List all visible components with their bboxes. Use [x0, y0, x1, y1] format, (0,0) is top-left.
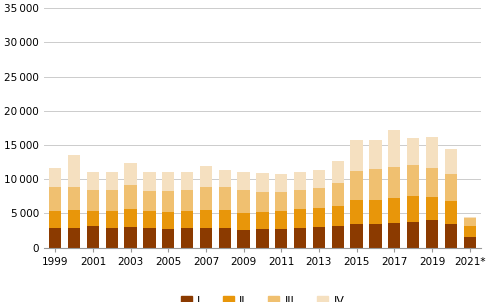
Bar	[445, 224, 457, 248]
Bar	[426, 137, 438, 168]
Bar	[87, 226, 99, 248]
Bar	[256, 191, 269, 212]
Bar	[106, 172, 118, 190]
Bar	[445, 149, 457, 174]
Bar	[200, 228, 212, 248]
Bar	[351, 224, 363, 248]
Bar	[464, 237, 476, 248]
Bar	[445, 174, 457, 201]
Bar	[407, 222, 419, 248]
Bar	[124, 163, 136, 185]
Bar	[275, 229, 287, 248]
Bar	[124, 209, 136, 227]
Bar	[106, 211, 118, 229]
Bar	[331, 162, 344, 183]
Bar	[218, 210, 231, 228]
Bar	[388, 223, 400, 248]
Bar	[256, 173, 269, 191]
Bar	[124, 185, 136, 209]
Legend: I, II, III, IV: I, II, III, IV	[176, 291, 349, 302]
Bar	[68, 228, 80, 248]
Bar	[162, 191, 174, 212]
Bar	[464, 226, 476, 237]
Bar	[426, 168, 438, 197]
Bar	[162, 212, 174, 229]
Bar	[162, 172, 174, 191]
Bar	[256, 229, 269, 248]
Bar	[388, 167, 400, 198]
Bar	[218, 228, 231, 248]
Bar	[238, 213, 250, 230]
Bar	[275, 211, 287, 229]
Bar	[87, 190, 99, 211]
Bar	[68, 187, 80, 210]
Bar	[407, 165, 419, 196]
Bar	[294, 209, 306, 228]
Bar	[351, 171, 363, 200]
Bar	[407, 196, 419, 222]
Bar	[369, 200, 382, 224]
Bar	[238, 190, 250, 213]
Bar	[49, 211, 61, 228]
Bar	[49, 188, 61, 211]
Bar	[200, 188, 212, 210]
Bar	[238, 172, 250, 190]
Bar	[313, 227, 325, 248]
Bar	[143, 191, 156, 211]
Bar	[294, 228, 306, 248]
Bar	[313, 208, 325, 227]
Bar	[181, 211, 193, 229]
Bar	[294, 190, 306, 209]
Bar	[313, 188, 325, 208]
Bar	[256, 212, 269, 229]
Bar	[388, 198, 400, 223]
Bar	[464, 217, 476, 218]
Bar	[200, 210, 212, 228]
Bar	[143, 211, 156, 229]
Bar	[369, 224, 382, 248]
Bar	[68, 155, 80, 187]
Bar	[351, 200, 363, 224]
Bar	[426, 220, 438, 248]
Bar	[369, 140, 382, 169]
Bar	[388, 130, 400, 167]
Bar	[200, 166, 212, 188]
Bar	[331, 183, 344, 206]
Bar	[181, 172, 193, 190]
Bar	[181, 190, 193, 211]
Bar	[331, 206, 344, 226]
Bar	[49, 168, 61, 188]
Bar	[275, 175, 287, 192]
Bar	[445, 201, 457, 224]
Bar	[87, 211, 99, 226]
Bar	[426, 197, 438, 220]
Bar	[68, 210, 80, 228]
Bar	[49, 228, 61, 248]
Bar	[124, 227, 136, 248]
Bar	[181, 229, 193, 248]
Bar	[218, 170, 231, 188]
Bar	[407, 138, 419, 165]
Bar	[106, 229, 118, 248]
Bar	[143, 172, 156, 191]
Bar	[87, 172, 99, 190]
Bar	[143, 229, 156, 248]
Bar	[218, 188, 231, 210]
Bar	[313, 170, 325, 188]
Bar	[331, 226, 344, 248]
Bar	[275, 192, 287, 211]
Bar	[294, 172, 306, 190]
Bar	[106, 190, 118, 211]
Bar	[369, 169, 382, 200]
Bar	[162, 229, 174, 248]
Bar	[238, 230, 250, 248]
Bar	[464, 218, 476, 226]
Bar	[351, 140, 363, 171]
